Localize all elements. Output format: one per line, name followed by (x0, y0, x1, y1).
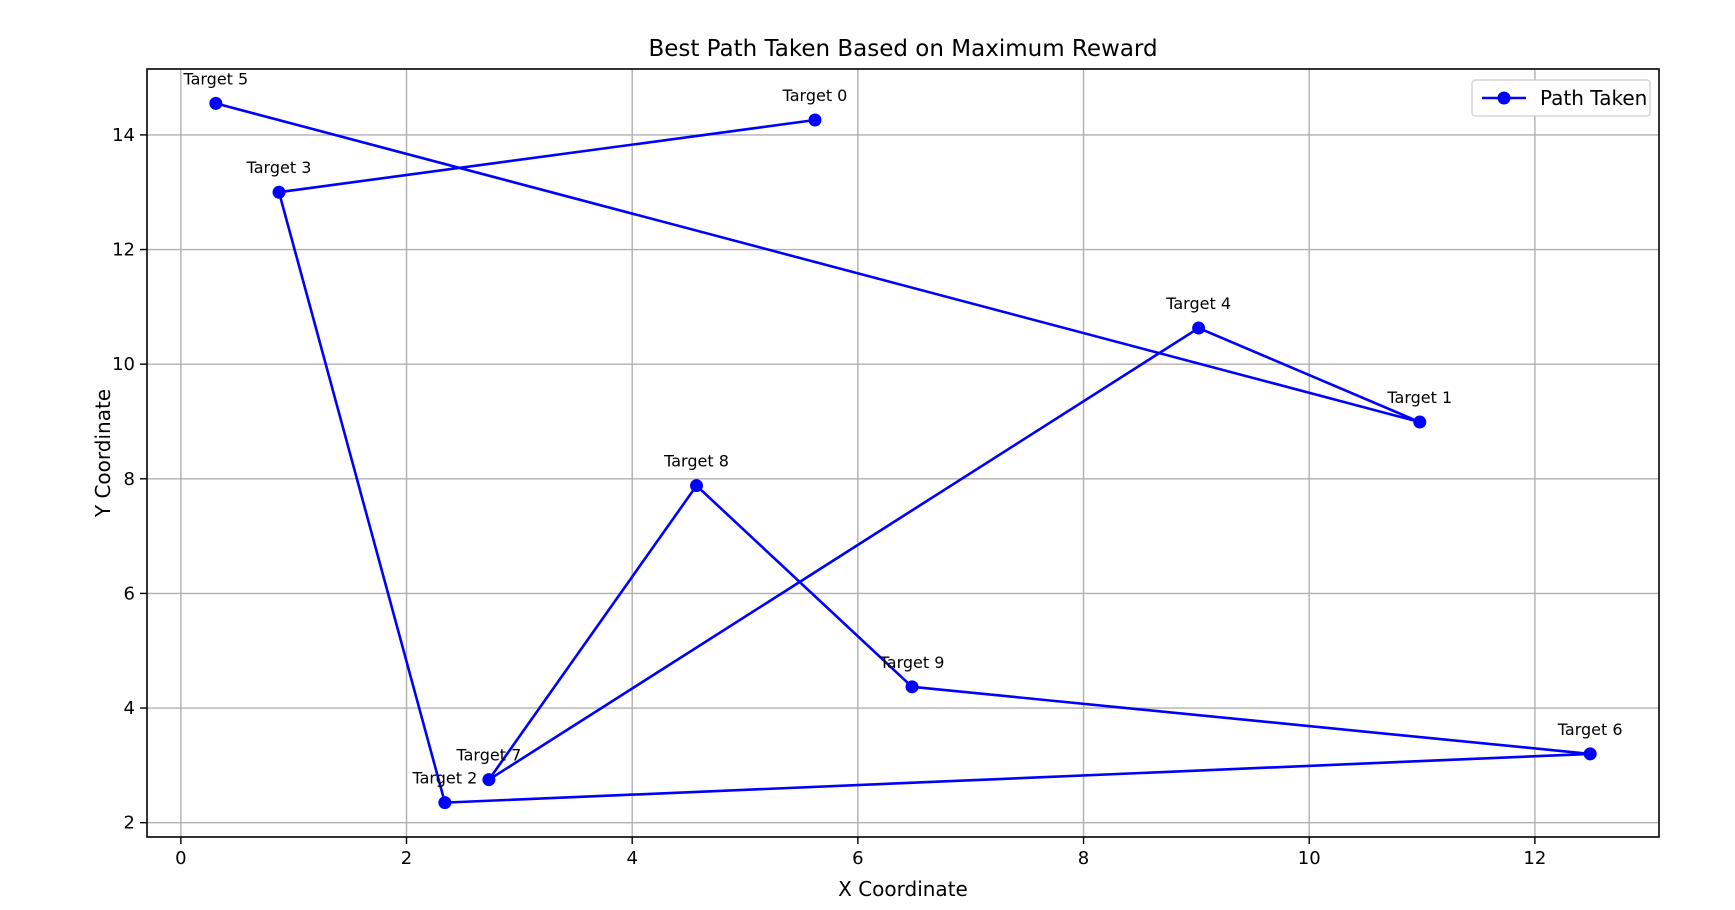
x-axis-label: X Coordinate (838, 877, 968, 901)
path-marker (905, 680, 919, 694)
x-tick-label: 8 (1078, 848, 1089, 869)
path-marker (272, 185, 286, 199)
path-marker (1583, 747, 1597, 761)
path-marker (1413, 415, 1427, 429)
path-series (215, 102, 1592, 804)
point-label: Target 7 (456, 746, 522, 765)
legend-label: Path Taken (1540, 86, 1647, 110)
axis-ticks: 0 2 4 6 8 10 12 2 4 6 8 10 12 14 (112, 125, 1546, 869)
y-tick-label: 2 (124, 813, 135, 834)
x-tick-label: 6 (852, 848, 863, 869)
legend-box (1471, 79, 1651, 117)
point-labels: Target 0 Target 3 Target 2 Target 6 Target 9… (182, 69, 1622, 787)
point-label: Target 1 (1386, 388, 1452, 407)
plot-frame (146, 68, 1660, 838)
chart-title: Best Path Taken Based on Maximum Reward (648, 36, 1157, 62)
path-marker (1192, 321, 1206, 335)
y-tick-label: 6 (124, 583, 135, 604)
y-tick-label: 10 (112, 354, 135, 375)
point-label: Target 2 (412, 769, 478, 788)
point-label: Target 8 (663, 452, 729, 471)
point-label: Target 4 (1165, 294, 1231, 313)
point-label: Target 3 (246, 158, 312, 177)
x-tick-label: 4 (626, 848, 637, 869)
grid (147, 69, 1659, 837)
path-line (215, 102, 1592, 804)
y-tick-label: 14 (112, 125, 135, 146)
legend-marker-swatch (1497, 91, 1511, 105)
x-tick-label: 12 (1523, 848, 1546, 869)
point-label: Target 6 (1557, 720, 1623, 739)
path-marker (808, 113, 822, 127)
x-tick-label: 0 (175, 848, 186, 869)
legend: Path Taken (1471, 79, 1651, 117)
y-tick-label: 4 (124, 698, 135, 719)
y-axis-label: Y Coordinate (91, 389, 115, 518)
y-tick-label: 8 (124, 469, 135, 490)
x-tick-label: 2 (401, 848, 412, 869)
path-marker (209, 96, 223, 110)
x-tick-label: 10 (1298, 848, 1321, 869)
y-tick-label: 12 (112, 240, 135, 261)
path-marker (482, 773, 496, 787)
path-marker (438, 796, 452, 810)
path-marker (690, 479, 704, 493)
path-markers (209, 96, 1597, 810)
point-label: Target 0 (782, 86, 848, 105)
point-label: Target 9 (879, 653, 945, 672)
point-label: Target 5 (182, 69, 248, 88)
